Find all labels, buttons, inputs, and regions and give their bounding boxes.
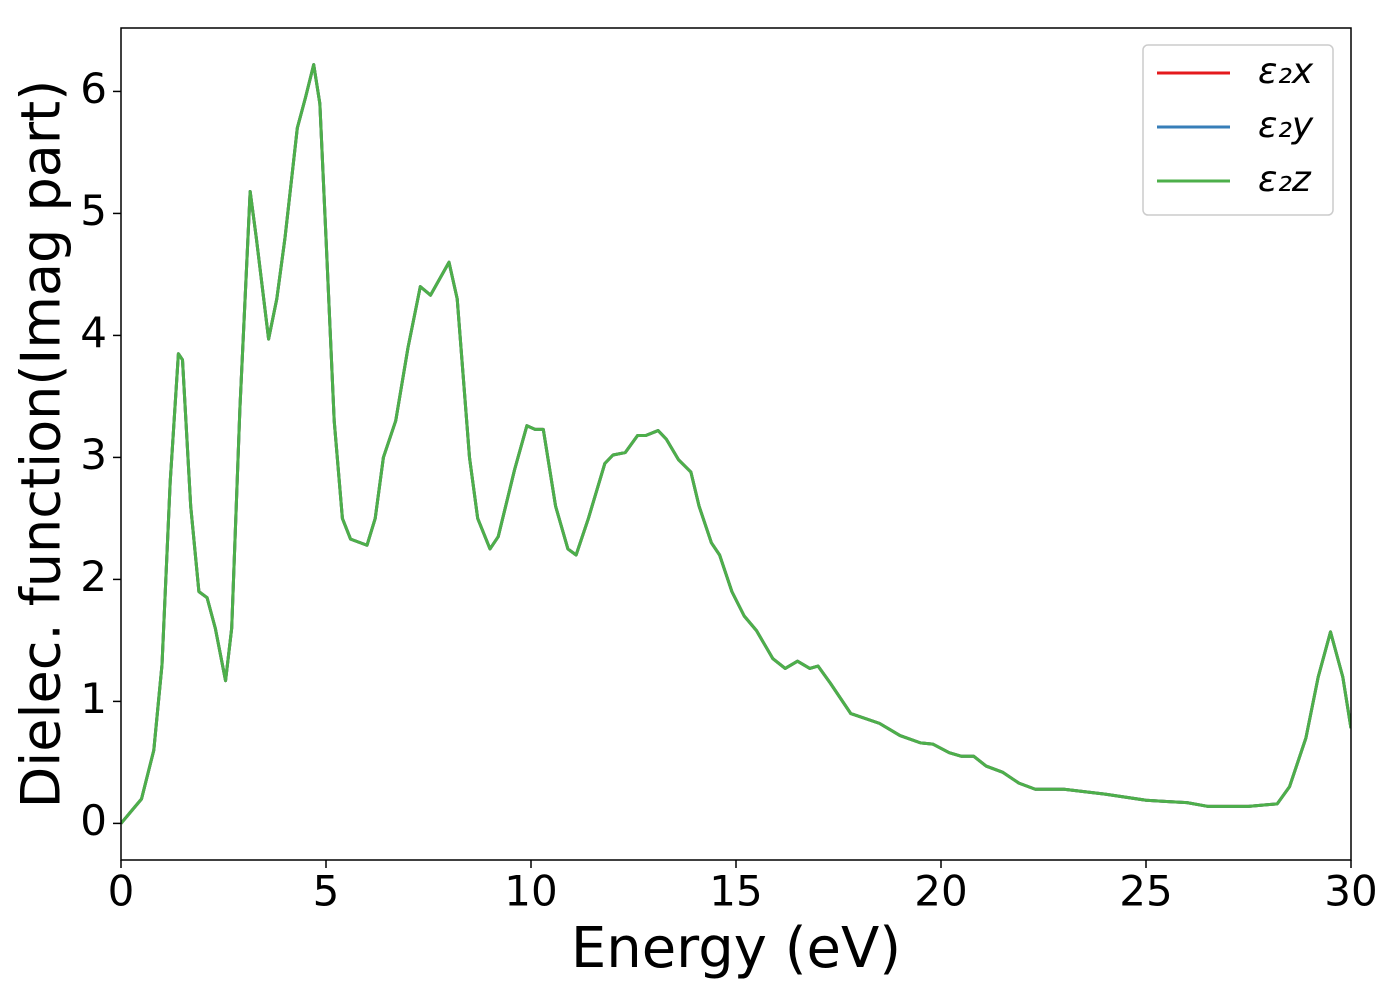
y-tick-label: 4 bbox=[80, 308, 107, 357]
legend-label: ε₂z bbox=[1258, 159, 1312, 200]
x-tick-label: 5 bbox=[313, 867, 340, 916]
y-axis-label: Dielec. function(Imag part) bbox=[10, 80, 73, 809]
legend-box bbox=[1142, 44, 1334, 216]
y-tick-label: 0 bbox=[80, 796, 107, 845]
x-tick-label: 0 bbox=[108, 867, 135, 916]
y-tick-label: 5 bbox=[80, 186, 107, 235]
legend-label: ε₂x bbox=[1258, 51, 1314, 92]
legend-label: ε₂y bbox=[1258, 105, 1314, 146]
plot-frame bbox=[120, 27, 1352, 861]
x-tick-label: 20 bbox=[914, 867, 967, 916]
x-tick-label: 30 bbox=[1324, 867, 1377, 916]
y-tick-label: 3 bbox=[80, 430, 107, 479]
data-line bbox=[121, 63, 1351, 825]
x-axis-label: Energy (eV) bbox=[571, 916, 901, 981]
y-tick-label: 1 bbox=[80, 674, 107, 723]
x-tick-label: 10 bbox=[504, 867, 557, 916]
x-tick-label: 15 bbox=[709, 867, 762, 916]
x-tick-label: 25 bbox=[1119, 867, 1172, 916]
y-tick-label: 2 bbox=[80, 552, 107, 601]
y-tick-label: 6 bbox=[80, 64, 107, 113]
